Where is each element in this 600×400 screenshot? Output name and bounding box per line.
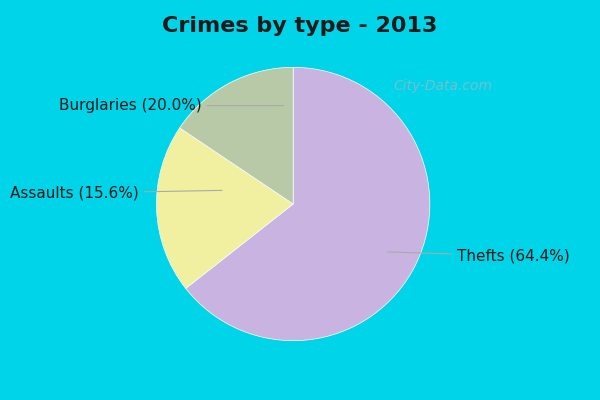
Text: Assaults (15.6%): Assaults (15.6%)	[10, 186, 222, 200]
Text: City-Data.com: City-Data.com	[394, 79, 493, 93]
Wedge shape	[186, 67, 430, 341]
Wedge shape	[179, 67, 293, 204]
Text: Burglaries (20.0%): Burglaries (20.0%)	[59, 98, 284, 113]
Text: Crimes by type - 2013: Crimes by type - 2013	[163, 16, 437, 36]
Wedge shape	[157, 128, 293, 288]
Text: Thefts (64.4%): Thefts (64.4%)	[388, 248, 570, 264]
